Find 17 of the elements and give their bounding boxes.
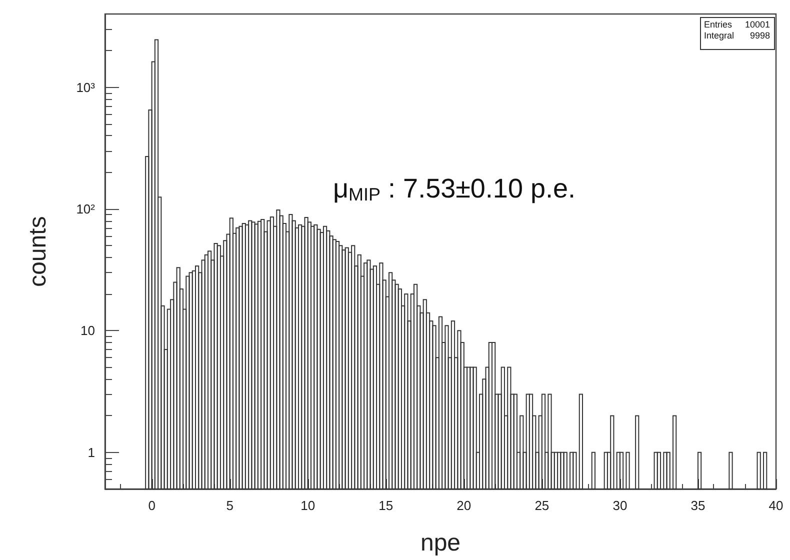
x-tick-label: 30: [612, 498, 628, 513]
x-tick-label: 10: [300, 498, 316, 513]
x-tick-label: 0: [148, 498, 156, 513]
x-tick-label: 35: [690, 498, 706, 513]
x-axis-title: npe: [420, 530, 461, 556]
x-tick-label: 25: [534, 498, 550, 513]
y-tick-label: 10: [80, 323, 95, 338]
text: Entries 10001: [704, 20, 770, 30]
y-axis-title: counts: [24, 216, 52, 287]
y-tick-label: 10²: [76, 201, 96, 216]
y-tick-label: 10³: [76, 80, 96, 95]
text: Integral 9998: [704, 30, 770, 40]
x-tick-label: 15: [378, 498, 394, 513]
y-tick-label: 1: [88, 444, 95, 460]
x-tick-label: 40: [768, 498, 784, 513]
x-tick-label: 5: [226, 498, 234, 513]
x-tick-label: 20: [456, 498, 472, 513]
